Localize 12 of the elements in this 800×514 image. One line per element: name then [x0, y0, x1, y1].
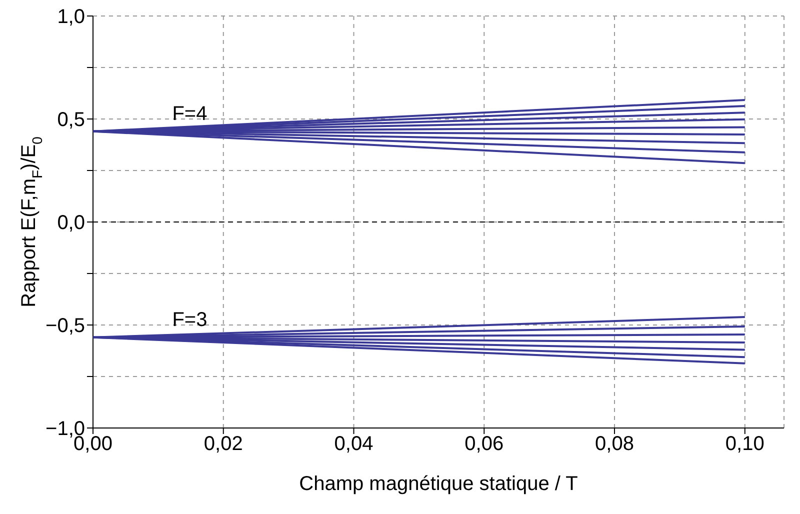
x-tick-label: 0,02 [204, 433, 243, 456]
y-tick-label: 1,0 [57, 6, 85, 28]
annotation: F=4 [172, 102, 208, 125]
x-tick-label: 0,04 [334, 433, 374, 456]
y-tick-label: 0,5 [57, 109, 85, 132]
x-axis-title: Champ magnétique statique / T [299, 473, 578, 495]
y-tick-label: 0,0 [57, 212, 85, 234]
annotation: F=3 [172, 308, 208, 331]
x-tick-label: 0,06 [464, 433, 504, 456]
x-tick-label: 0,08 [595, 433, 634, 456]
x-tick-label: 0,10 [725, 433, 764, 456]
y-tick-label: −0,5 [46, 315, 85, 338]
